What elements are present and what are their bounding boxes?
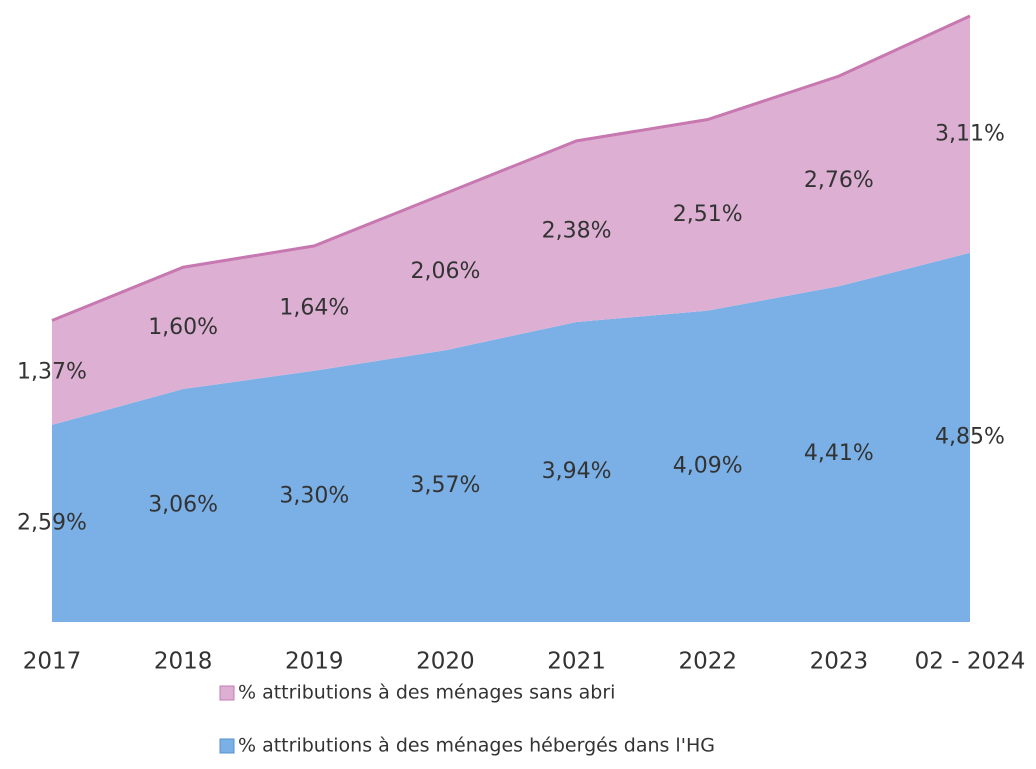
data-label: 2,51% xyxy=(673,202,743,227)
data-label: 3,06% xyxy=(148,493,218,518)
data-label: 2,76% xyxy=(804,168,874,193)
legend-swatch xyxy=(219,738,235,754)
legend-label: % attributions à des ménages hébergés da… xyxy=(238,735,715,757)
data-label: 3,11% xyxy=(935,121,1005,146)
data-label: 4,85% xyxy=(935,424,1005,449)
data-label: 1,64% xyxy=(279,295,349,320)
data-label: 4,09% xyxy=(673,453,743,478)
data-label: 3,94% xyxy=(542,459,612,484)
x-tick-label: 2019 xyxy=(285,649,344,675)
data-label: 2,59% xyxy=(17,510,87,535)
legend-label: % attributions à des ménages sans abri xyxy=(238,682,615,704)
x-tick-label: 2020 xyxy=(416,649,475,675)
area xyxy=(52,252,970,622)
area xyxy=(52,16,970,425)
legend-swatch xyxy=(219,685,235,701)
data-label: 2,38% xyxy=(542,218,612,243)
data-label: 1,37% xyxy=(17,360,87,385)
data-label: 1,60% xyxy=(148,315,218,340)
area-line xyxy=(51,14,971,322)
data-label: 3,57% xyxy=(410,473,480,498)
x-tick-label: 02 - 2024 xyxy=(915,649,1026,675)
data-label: 2,06% xyxy=(410,259,480,284)
data-label: 4,41% xyxy=(804,441,874,466)
x-tick-label: 2021 xyxy=(547,649,606,675)
data-label: 3,30% xyxy=(279,483,349,508)
x-tick-label: 2018 xyxy=(154,649,213,675)
x-tick-label: 2017 xyxy=(23,649,82,675)
x-tick-label: 2022 xyxy=(678,649,737,675)
x-tick-label: 2023 xyxy=(810,649,869,675)
